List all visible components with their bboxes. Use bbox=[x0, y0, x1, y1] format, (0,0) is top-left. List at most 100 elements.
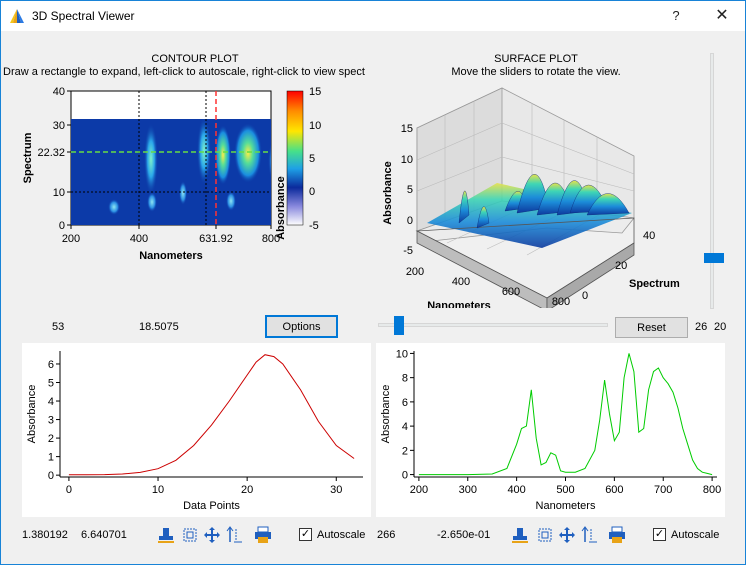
right-chart-x-tick: 200 bbox=[410, 484, 428, 496]
surface-x-tick: 800 bbox=[552, 296, 570, 308]
contour-plot[interactable]: 200 400 631.92 800 0 10 22.32 30 40 Nano… bbox=[1, 81, 373, 266]
right-chart-x-tick: 700 bbox=[654, 484, 672, 496]
surface-x-tick: 600 bbox=[502, 286, 520, 298]
colorbar-tick: -5 bbox=[309, 220, 319, 232]
vertical-slider-thumb[interactable] bbox=[704, 252, 724, 263]
reset-button[interactable]: Reset bbox=[615, 317, 688, 338]
right-autoscale-checkbox[interactable]: ✓ bbox=[653, 528, 666, 541]
right-chart-y-tick: 10 bbox=[396, 348, 408, 360]
contour-y-tick: 22.32 bbox=[37, 147, 65, 159]
contour-plot-panel: CONTOUR PLOT Draw a rectangle to expand,… bbox=[3, 49, 373, 265]
right-chart-x-tick: 600 bbox=[605, 484, 623, 496]
left-chart-x-label: Data Points bbox=[183, 500, 240, 512]
options-button[interactable]: Options bbox=[265, 315, 338, 338]
left-readout-y: 6.640701 bbox=[81, 529, 127, 541]
vertical-slider-value: 20 bbox=[714, 321, 727, 333]
contour-y-tick: 40 bbox=[53, 86, 65, 98]
contour-x-tick: 200 bbox=[62, 233, 80, 245]
app-logo-icon bbox=[10, 9, 24, 23]
printer-icon[interactable] bbox=[608, 526, 626, 544]
right-chart-y-label: Absorbance bbox=[380, 385, 392, 444]
vertical-scale-icon[interactable] bbox=[580, 526, 598, 544]
vertical-rotation-slider[interactable] bbox=[710, 53, 714, 309]
vertical-scale-icon[interactable] bbox=[225, 526, 243, 544]
contour-y-tick: 10 bbox=[53, 187, 65, 199]
surface-x-label: Nanometers bbox=[427, 300, 491, 308]
left-plot-panel bbox=[22, 343, 371, 517]
surface-y-tick: 20 bbox=[615, 260, 627, 272]
left-chart-y-tick: 6 bbox=[48, 359, 54, 371]
right-chart-x-tick: 800 bbox=[703, 484, 721, 496]
right-chart-x-label: Nanometers bbox=[536, 500, 596, 512]
pan-icon[interactable] bbox=[203, 526, 221, 544]
surface-z-tick: 5 bbox=[407, 184, 413, 196]
surface-x-tick: 400 bbox=[452, 276, 470, 288]
title-bar: 3D Spectral Viewer ? ✕ bbox=[1, 1, 745, 31]
contour-x-tick: 800 bbox=[262, 233, 280, 245]
close-button[interactable]: ✕ bbox=[715, 7, 729, 24]
surface-plot-hint: Move the sliders to rotate the view. bbox=[451, 66, 621, 78]
right-chart-y-tick: 8 bbox=[402, 373, 408, 385]
contour-y-tick: 30 bbox=[53, 120, 65, 132]
colorbar-tick: 10 bbox=[309, 120, 321, 132]
left-readout-x: 1.380192 bbox=[22, 529, 68, 541]
right-chart-y-tick: 2 bbox=[402, 445, 408, 457]
surface-plot-title: SURFACE PLOT bbox=[494, 53, 578, 65]
left-line-chart[interactable]: 0 10 20 30 0 1 2 3 4 5 6 Data Points Absorbance bbox=[22, 343, 371, 517]
contour-y-tick: 0 bbox=[59, 220, 65, 232]
pan-icon[interactable] bbox=[558, 526, 576, 544]
left-chart-x-tick: 0 bbox=[66, 484, 72, 496]
surface-y-tick: 40 bbox=[643, 230, 655, 242]
right-chart-x-tick: 300 bbox=[459, 484, 477, 496]
surface-plot-panel: SURFACE PLOT Move the sliders to rotate … bbox=[381, 49, 691, 79]
left-chart-y-tick: 2 bbox=[48, 433, 54, 445]
help-button[interactable]: ? bbox=[672, 8, 680, 23]
zoom-box-icon[interactable] bbox=[181, 526, 199, 544]
right-chart-y-tick: 0 bbox=[402, 470, 408, 482]
surface-z-label: Absorbance bbox=[382, 161, 394, 225]
left-chart-y-tick: 4 bbox=[48, 396, 54, 408]
cursor-absorbance-value: 18.5075 bbox=[139, 321, 179, 333]
right-readout-x: 266 bbox=[377, 529, 396, 541]
right-chart-series-line bbox=[418, 353, 713, 476]
right-chart-x-tick: 400 bbox=[507, 484, 525, 496]
left-chart-x-tick: 30 bbox=[330, 484, 342, 496]
contour-x-label: Nanometers bbox=[139, 250, 203, 262]
left-chart-y-tick: 5 bbox=[48, 378, 54, 390]
printer-icon[interactable] bbox=[254, 526, 272, 544]
horizontal-slider-thumb[interactable] bbox=[393, 316, 404, 335]
right-chart-x-tick: 500 bbox=[556, 484, 574, 496]
window-title: 3D Spectral Viewer bbox=[32, 9, 135, 23]
contour-x-tick: 631.92 bbox=[199, 233, 233, 245]
stamp-icon[interactable] bbox=[511, 526, 529, 544]
surface-z-tick: 0 bbox=[407, 215, 413, 227]
right-chart-y-tick: 6 bbox=[402, 397, 408, 409]
contour-plot-title: CONTOUR PLOT bbox=[151, 53, 239, 65]
left-chart-y-tick: 1 bbox=[48, 452, 54, 464]
horizontal-rotation-slider[interactable] bbox=[378, 323, 608, 327]
cursor-spectrum-value: 53 bbox=[52, 321, 65, 333]
left-chart-x-tick: 20 bbox=[241, 484, 253, 496]
left-autoscale-checkbox[interactable]: ✓ bbox=[299, 528, 312, 541]
surface-z-tick: 15 bbox=[401, 123, 413, 135]
stamp-icon[interactable] bbox=[157, 526, 175, 544]
zoom-box-icon[interactable] bbox=[536, 526, 554, 544]
contour-y-label: Spectrum bbox=[22, 132, 34, 183]
colorbar-tick: 15 bbox=[309, 86, 321, 98]
right-plot-panel bbox=[376, 343, 725, 517]
colorbar bbox=[286, 90, 304, 226]
surface-y-tick: 0 bbox=[582, 290, 588, 302]
left-chart-y-tick: 0 bbox=[48, 470, 54, 482]
left-chart-x-tick: 10 bbox=[152, 484, 164, 496]
left-chart-series-line bbox=[68, 354, 355, 476]
contour-x-tick: 400 bbox=[130, 233, 148, 245]
surface-z-tick: -5 bbox=[403, 245, 413, 257]
left-autoscale-label: Autoscale bbox=[317, 529, 366, 541]
colorbar-label: Absorbance bbox=[275, 176, 287, 240]
left-chart-y-tick: 3 bbox=[48, 415, 54, 427]
surface-plot[interactable]: 15 10 5 0 -5 Absorbance 200 400 600 800 … bbox=[377, 83, 697, 308]
left-chart-y-label: Absorbance bbox=[26, 385, 38, 444]
right-line-chart[interactable]: 200 300 400 500 600 700 800 0 2 4 6 8 10 Nanometers Ab… bbox=[376, 343, 725, 517]
right-readout-y: -2.650e-01 bbox=[437, 529, 491, 541]
